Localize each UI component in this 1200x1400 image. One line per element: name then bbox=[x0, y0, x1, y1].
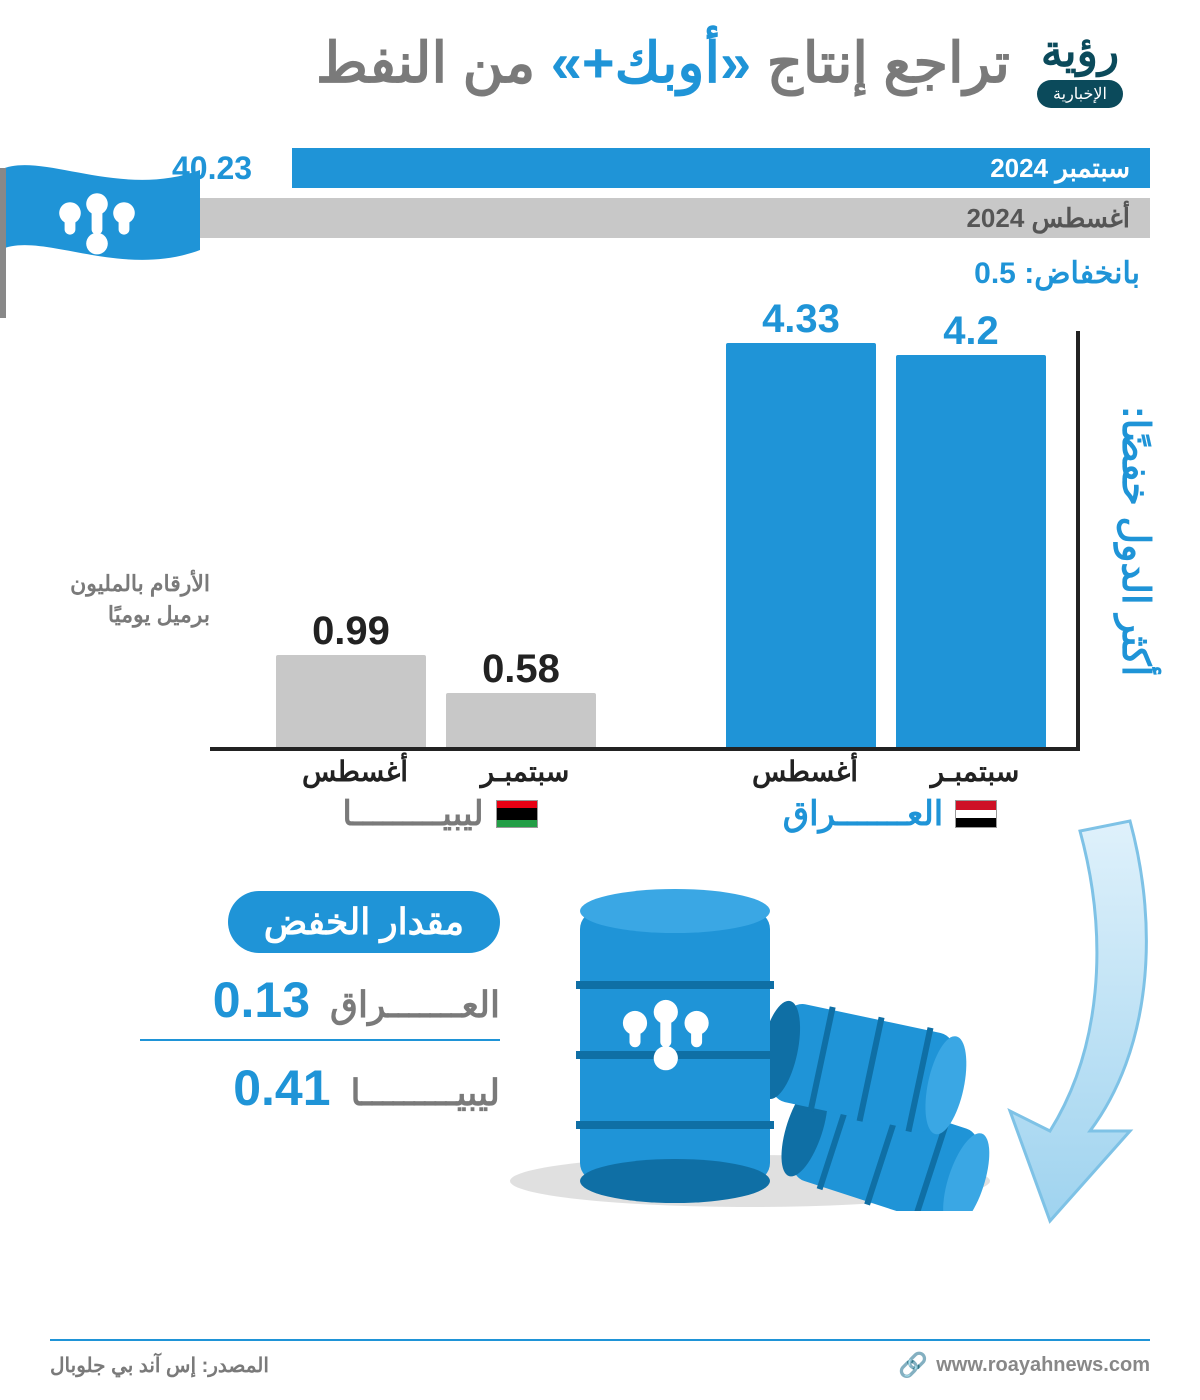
chart-column: 4.33 bbox=[726, 343, 876, 747]
oil-barrels-icon bbox=[490, 851, 1010, 1211]
chart-bar bbox=[446, 693, 596, 747]
decline-note: بانخفاض: 0.5 bbox=[50, 256, 1150, 291]
chart-month-label: سبتمبـر bbox=[900, 755, 1050, 788]
reduction-box: مقدار الخفض العـــــــراق 0.13 ليبيـــــــ… bbox=[100, 891, 500, 1117]
production-hbar-row: سبتمبر 202440.23 bbox=[50, 148, 1150, 188]
top-countries-chart: أكثر الدول خفضًا: الأرقام بالمليون برميل… bbox=[50, 331, 1150, 831]
chart-bar bbox=[896, 355, 1046, 747]
title-brand: «أوبك+» bbox=[551, 31, 751, 94]
production-hbar-row: أغسطس 202440.73 bbox=[50, 198, 1150, 238]
title-lead: تراجع إنتاج bbox=[767, 31, 1010, 94]
hbar-fill: سبتمبر 2024 bbox=[292, 148, 1150, 188]
hbar-fill: أغسطس 2024 bbox=[182, 198, 1150, 238]
logo-sub-text: الإخبارية bbox=[1037, 80, 1123, 108]
chart-x-group: سبتمبـر أغسطس ليبيـــــــــا bbox=[280, 755, 600, 834]
chart-bar-value: 4.33 bbox=[726, 297, 876, 342]
footer-url-text: www.roayahnews.com bbox=[936, 1354, 1150, 1377]
opec-flag-icon bbox=[0, 150, 210, 320]
chart-x-labels: سبتمبـر أغسطس العـــــــراق سبتمبـر أغسطس ليب… bbox=[210, 755, 1080, 835]
chart-column: 0.99 bbox=[276, 655, 426, 747]
chart-country-name: العـــــــراق bbox=[783, 794, 944, 834]
lower-section: مقدار الخفض العـــــــراق 0.13 ليبيـــــــ… bbox=[0, 871, 1200, 1241]
chart-column: 0.58 bbox=[446, 693, 596, 747]
chart-side-title: أكثر الدول خفضًا: bbox=[1113, 406, 1157, 676]
chart-country-name: ليبيـــــــــا bbox=[342, 794, 483, 834]
footer: 🔗 www.roayahnews.com المصدر: إس آند بي ج… bbox=[50, 1339, 1150, 1380]
chart-month-label: أغسطس bbox=[280, 755, 430, 788]
chart-note-line2: برميل يوميًا bbox=[108, 602, 210, 627]
reduction-divider bbox=[140, 1039, 500, 1041]
libya-flag-icon bbox=[496, 800, 538, 828]
chart-bar-value: 0.58 bbox=[446, 647, 596, 692]
chart-plot-area: 4.24.33 0.58 0.99 bbox=[210, 331, 1080, 751]
production-horizontal-bars: سبتمبر 202440.23 أغسطس 202440.73 بانخفاض:… bbox=[50, 148, 1150, 291]
header: رؤية الإخبارية تراجع إنتاج «أوبك+» من ال… bbox=[0, 0, 1200, 118]
chart-month-label: سبتمبـر bbox=[450, 755, 600, 788]
chart-month-labels: سبتمبـر أغسطس bbox=[730, 755, 1050, 788]
hbar-track: سبتمبر 202440.23 bbox=[50, 148, 1150, 188]
logo-main-text: رؤية bbox=[1010, 30, 1150, 74]
trend-down-arrow-icon bbox=[960, 811, 1160, 1231]
reduction-country: ليبيـــــــــا bbox=[351, 1072, 500, 1114]
chart-note-line1: الأرقام بالمليون bbox=[70, 571, 210, 596]
decline-value: 0.5 bbox=[974, 257, 1016, 290]
footer-source-value: إس آند بي جلوبال bbox=[50, 1355, 196, 1377]
chart-side-title-wrap: أكثر الدول خفضًا: bbox=[1110, 331, 1160, 751]
reduction-amount: 0.13 bbox=[213, 971, 310, 1029]
chart-bar-value: 4.2 bbox=[896, 309, 1046, 354]
chart-bar-value: 0.99 bbox=[276, 609, 426, 654]
chart-units-note: الأرقام بالمليون برميل يوميًا bbox=[50, 569, 210, 631]
decline-label: بانخفاض: bbox=[1024, 257, 1140, 290]
chart-month-label: أغسطس bbox=[730, 755, 880, 788]
hbar-track: أغسطس 202440.73 bbox=[50, 198, 1150, 238]
chart-bar bbox=[276, 655, 426, 747]
footer-source-label: المصدر: bbox=[202, 1355, 269, 1377]
chart-column-group: 4.24.33 bbox=[726, 343, 1046, 747]
title-tail: من النفط bbox=[316, 31, 535, 94]
reduction-country: العـــــــراق bbox=[330, 984, 500, 1026]
chart-month-labels: سبتمبـر أغسطس bbox=[280, 755, 600, 788]
footer-url[interactable]: 🔗 www.roayahnews.com bbox=[898, 1351, 1150, 1380]
chart-country-label: ليبيـــــــــا bbox=[280, 794, 600, 834]
chart-column: 4.2 bbox=[896, 355, 1046, 747]
reduction-amount: 0.41 bbox=[233, 1059, 330, 1117]
chart-column-group: 0.58 0.99 bbox=[276, 655, 596, 747]
link-icon: 🔗 bbox=[898, 1351, 928, 1380]
reduction-row: ليبيـــــــــا 0.41 bbox=[100, 1059, 500, 1117]
reduction-row: العـــــــراق 0.13 bbox=[100, 971, 500, 1029]
chart-bar bbox=[726, 343, 876, 747]
page-title: تراجع إنتاج «أوبك+» من النفط bbox=[50, 30, 1010, 96]
brand-logo: رؤية الإخبارية bbox=[1010, 30, 1150, 108]
reduction-title: مقدار الخفض bbox=[228, 891, 500, 953]
footer-source: المصدر: إس آند بي جلوبال bbox=[50, 1353, 269, 1378]
